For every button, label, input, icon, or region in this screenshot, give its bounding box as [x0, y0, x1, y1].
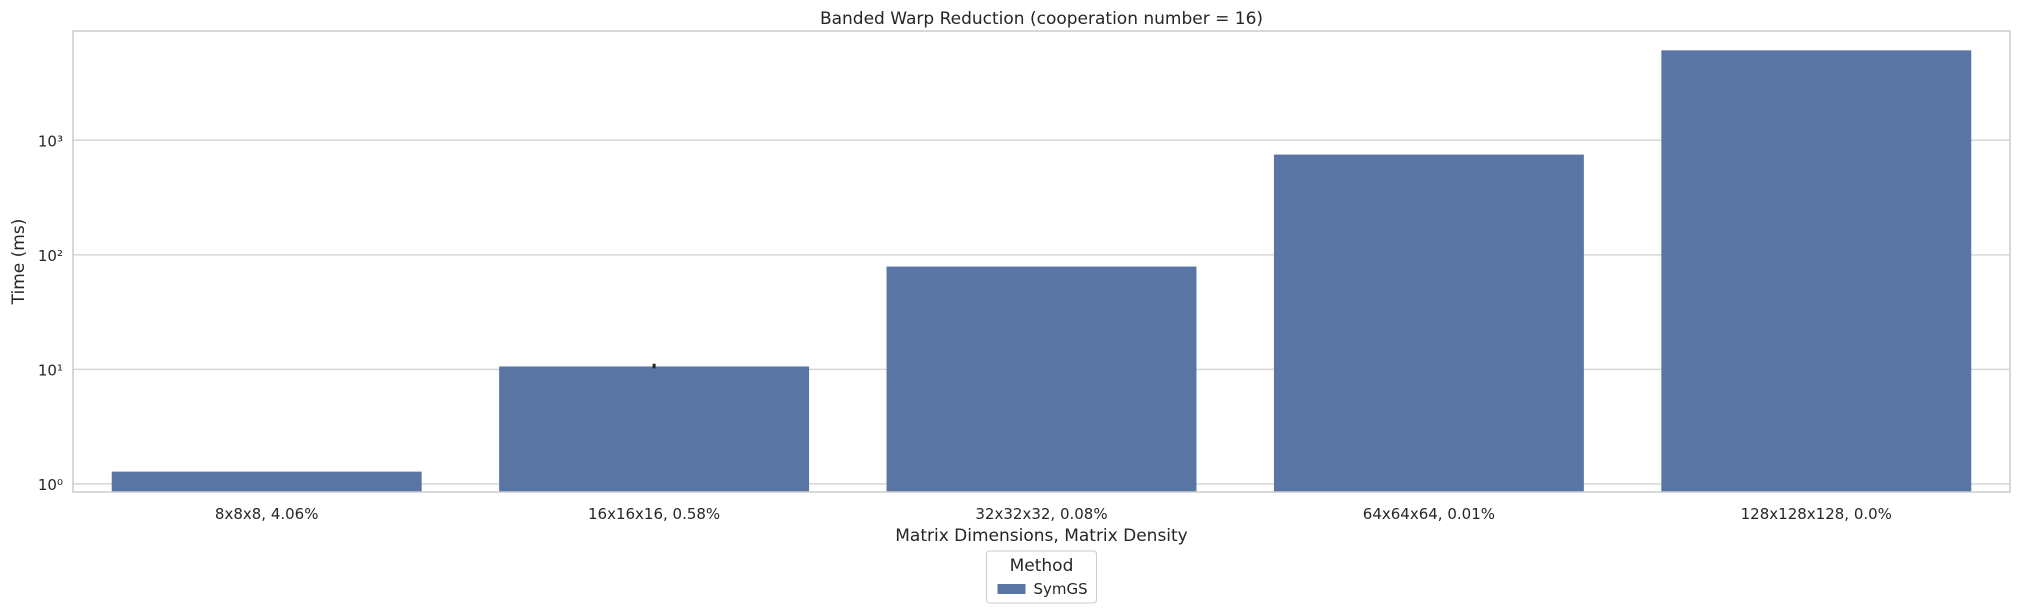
y-tick-label-0: 10⁰: [38, 476, 63, 494]
y-axis-label: Time (ms): [9, 219, 29, 306]
bar-3: [1273, 154, 1584, 493]
y-tick-label-3: 10³: [38, 132, 63, 150]
y-tick-label-2: 10²: [38, 247, 63, 265]
legend: Method SymGS: [986, 550, 1097, 604]
bar-4: [1661, 50, 1972, 493]
x-tick-labels: 8x8x8, 4.06% 16x16x16, 0.58% 32x32x32, 0.0…: [215, 505, 1892, 523]
x-tick-label-3: 64x64x64, 0.01%: [1363, 505, 1495, 523]
x-tick-label-0: 8x8x8, 4.06%: [215, 505, 319, 523]
x-axis-label: Matrix Dimensions, Matrix Density: [895, 526, 1188, 546]
x-tick-label-1: 16x16x16, 0.58%: [588, 505, 720, 523]
y-tick-label-1: 10¹: [38, 361, 63, 379]
x-tick-label-4: 128x128x128, 0.0%: [1741, 505, 1892, 523]
bar-0: [111, 471, 422, 492]
bar-1: [499, 366, 810, 492]
chart-title: Banded Warp Reduction (cooperation numbe…: [820, 9, 1263, 29]
bars: [111, 50, 1972, 493]
x-tick-label-2: 32x32x32, 0.08%: [975, 505, 1107, 523]
legend-swatch-symgs: [997, 584, 1026, 594]
plot-frame: [72, 30, 2011, 493]
y-tick-labels: 10⁰ 10¹ 10² 10³: [38, 132, 63, 494]
bar-2: [886, 266, 1197, 492]
legend-label-symgs: SymGS: [1034, 580, 1088, 598]
legend-title: Method: [1010, 556, 1074, 576]
